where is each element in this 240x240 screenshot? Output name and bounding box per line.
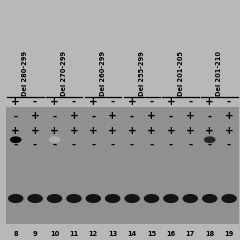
Text: -: - (208, 140, 212, 150)
Text: -: - (149, 140, 154, 150)
Text: +: + (108, 111, 117, 121)
Text: Del 255-299: Del 255-299 (139, 51, 145, 96)
Ellipse shape (47, 194, 62, 203)
Text: -: - (188, 140, 192, 150)
Text: +: + (186, 126, 195, 136)
Text: +: + (50, 126, 59, 136)
Ellipse shape (202, 194, 217, 203)
Text: -: - (14, 140, 18, 150)
Text: -: - (111, 140, 115, 150)
Text: +: + (31, 126, 39, 136)
Text: +: + (31, 111, 39, 121)
Text: -: - (130, 111, 134, 121)
Text: -: - (149, 97, 154, 107)
Text: +: + (70, 111, 78, 121)
Text: +: + (167, 97, 175, 107)
Text: +: + (11, 126, 20, 136)
Text: -: - (169, 111, 173, 121)
Text: 19: 19 (224, 231, 234, 237)
Text: -: - (52, 140, 57, 150)
Text: -: - (72, 97, 76, 107)
Text: +: + (89, 97, 98, 107)
Text: 16: 16 (166, 231, 175, 237)
Text: +: + (50, 97, 59, 107)
Bar (6, 107, 239, 224)
Text: 18: 18 (205, 231, 214, 237)
Text: -: - (33, 140, 37, 150)
Text: -: - (188, 97, 192, 107)
Text: 11: 11 (69, 231, 78, 237)
Text: +: + (70, 126, 78, 136)
Text: -: - (14, 111, 18, 121)
Ellipse shape (183, 194, 198, 203)
Text: 15: 15 (147, 231, 156, 237)
Text: 9: 9 (33, 231, 37, 237)
Text: +: + (108, 126, 117, 136)
Ellipse shape (85, 194, 101, 203)
Text: +: + (147, 126, 156, 136)
Text: Del 260-299: Del 260-299 (100, 51, 106, 96)
Ellipse shape (8, 194, 24, 203)
Text: -: - (33, 97, 37, 107)
Text: -: - (227, 97, 231, 107)
Text: +: + (128, 97, 137, 107)
Text: Del 201-210: Del 201-210 (216, 51, 222, 96)
Ellipse shape (10, 136, 22, 143)
Text: Del 201-205: Del 201-205 (178, 51, 184, 96)
Ellipse shape (27, 194, 43, 203)
Ellipse shape (221, 194, 237, 203)
Text: 17: 17 (186, 231, 195, 237)
Text: -: - (72, 140, 76, 150)
Text: 10: 10 (50, 231, 59, 237)
Text: 12: 12 (89, 231, 98, 237)
Text: -: - (227, 140, 231, 150)
Text: +: + (11, 97, 20, 107)
Text: -: - (169, 140, 173, 150)
Text: Del 270-299: Del 270-299 (61, 51, 67, 96)
Text: 14: 14 (127, 231, 137, 237)
Text: +: + (167, 126, 175, 136)
Text: 8: 8 (13, 231, 18, 237)
Text: -: - (91, 111, 96, 121)
Ellipse shape (105, 194, 120, 203)
Ellipse shape (144, 194, 159, 203)
Text: +: + (225, 111, 234, 121)
Text: -: - (52, 111, 57, 121)
Ellipse shape (163, 194, 179, 203)
Text: +: + (128, 126, 137, 136)
Text: +: + (205, 97, 214, 107)
Text: +: + (89, 126, 98, 136)
Text: +: + (147, 111, 156, 121)
Text: +: + (186, 111, 195, 121)
Ellipse shape (204, 136, 216, 143)
Text: 13: 13 (108, 231, 117, 237)
Ellipse shape (124, 194, 140, 203)
Text: Del 280-299: Del 280-299 (22, 51, 28, 96)
Text: -: - (111, 97, 115, 107)
Text: -: - (130, 140, 134, 150)
Text: -: - (91, 140, 96, 150)
Text: +: + (225, 126, 234, 136)
Text: +: + (205, 126, 214, 136)
Ellipse shape (66, 194, 82, 203)
Text: -: - (208, 111, 212, 121)
Ellipse shape (49, 136, 60, 143)
